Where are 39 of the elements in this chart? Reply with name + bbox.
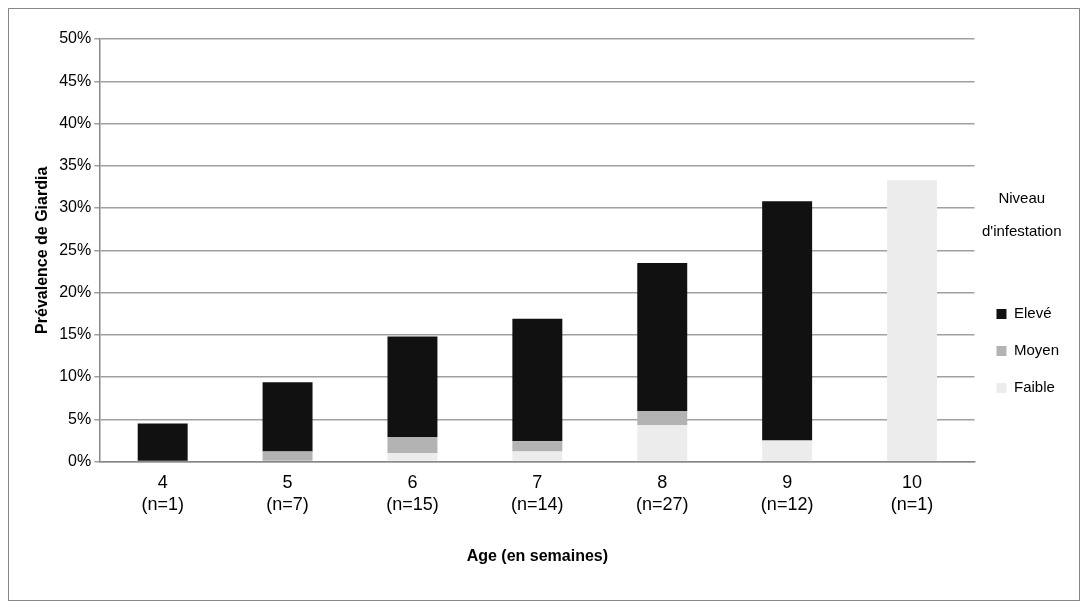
bar bbox=[637, 410, 688, 426]
legend-title: Niveau d'infestation bbox=[981, 189, 1062, 240]
bar bbox=[762, 201, 813, 441]
x-tick-label: 6 (n=15) bbox=[386, 472, 439, 514]
bar bbox=[762, 440, 813, 461]
x-axis-title: Age (en semaines) bbox=[466, 546, 609, 564]
y-tick-label: 45% bbox=[59, 71, 92, 89]
y-tick-label: 40% bbox=[59, 113, 92, 131]
bar bbox=[887, 180, 938, 461]
y-tick-label: 30% bbox=[59, 198, 92, 216]
y-tick-label: 0% bbox=[68, 452, 92, 470]
y-tick-label: 50% bbox=[59, 29, 92, 47]
bar bbox=[262, 451, 313, 461]
y-tick-label: 5% bbox=[68, 409, 92, 427]
y-tick-label: 25% bbox=[59, 240, 92, 258]
legend-label: Moyen bbox=[1013, 341, 1060, 359]
bar bbox=[637, 262, 688, 411]
bar bbox=[387, 336, 438, 438]
y-tick-label: 15% bbox=[59, 325, 92, 343]
x-tick-label: 5 (n=7) bbox=[266, 472, 309, 514]
y-tick-label: 20% bbox=[59, 282, 92, 300]
x-tick-label: 8 (n=27) bbox=[635, 472, 689, 514]
y-tick-label: 35% bbox=[59, 156, 92, 174]
x-tick-label: 9 (n=12) bbox=[760, 472, 814, 514]
bar bbox=[387, 437, 438, 454]
bar bbox=[137, 423, 188, 461]
x-tick-label: 7 (n=14) bbox=[511, 472, 564, 514]
x-tick-label: 4 (n=1) bbox=[141, 472, 184, 514]
bar bbox=[512, 451, 563, 461]
y-axis-title: Prévalence de Giardia bbox=[33, 166, 51, 334]
bar bbox=[387, 453, 438, 461]
legend-label: Faible bbox=[1013, 378, 1055, 396]
bar bbox=[262, 382, 313, 452]
y-tick-label: 10% bbox=[59, 367, 92, 385]
bar bbox=[637, 425, 688, 461]
bar bbox=[512, 318, 563, 442]
legend-label: Elevé bbox=[1013, 304, 1052, 322]
bar bbox=[512, 441, 563, 452]
x-tick-label: 10 (n=1) bbox=[890, 472, 934, 514]
